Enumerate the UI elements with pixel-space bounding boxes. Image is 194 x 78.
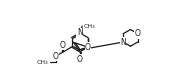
Text: CH₃: CH₃ [37,60,48,65]
Text: O: O [77,55,83,64]
Text: O: O [53,52,59,61]
Text: O: O [60,41,66,50]
Text: O: O [135,29,141,38]
Text: N: N [120,38,126,47]
Text: O: O [85,43,91,52]
Text: CH₃: CH₃ [83,24,95,29]
Text: N: N [77,28,83,37]
